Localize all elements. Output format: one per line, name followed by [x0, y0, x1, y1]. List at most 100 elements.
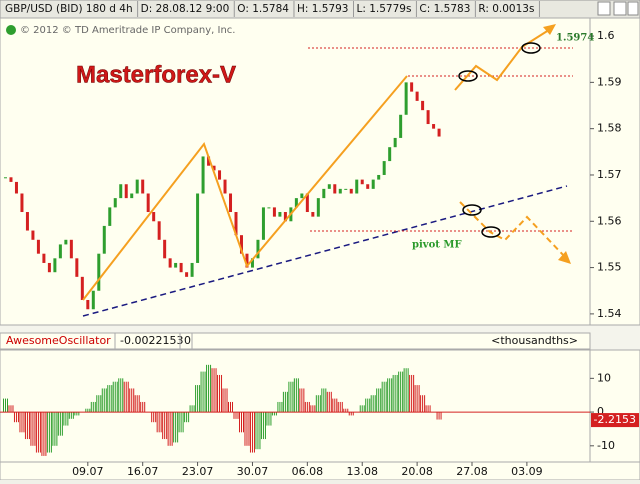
- last-value-box: [591, 413, 639, 428]
- icon[interactable]: [597, 1, 611, 16]
- candle: [338, 188, 342, 194]
- indicator-units: <thousandths>: [491, 334, 578, 347]
- candle: [404, 82, 408, 115]
- indicator-name: AwesomeOscillator: [6, 334, 111, 347]
- candle: [316, 198, 320, 217]
- candle: [119, 184, 123, 199]
- candle: [245, 253, 249, 268]
- indicator-param: 0: [184, 334, 191, 347]
- candle: [344, 188, 348, 190]
- x-tick-label: 03.09: [511, 465, 543, 478]
- candle: [190, 262, 194, 277]
- candle: [168, 258, 172, 268]
- candle: [3, 177, 7, 179]
- candle: [97, 253, 101, 291]
- candle: [212, 165, 216, 171]
- candle: [218, 170, 222, 180]
- candle: [388, 147, 392, 162]
- candle: [9, 177, 13, 182]
- candle: [229, 193, 233, 213]
- candle: [124, 184, 128, 199]
- y-tick-label: 1.55: [597, 261, 622, 274]
- candle: [294, 198, 298, 208]
- candle: [272, 207, 276, 217]
- ellipse: [481, 226, 501, 238]
- candle: [174, 262, 178, 268]
- candle: [141, 179, 145, 194]
- candle: [333, 184, 337, 194]
- candle: [261, 207, 265, 240]
- candle: [371, 179, 375, 189]
- candle: [113, 198, 117, 208]
- candle: [234, 212, 238, 236]
- candle: [146, 193, 150, 213]
- candle: [25, 212, 29, 231]
- title: Masterforex-V: [76, 61, 236, 88]
- forecast-up: [454, 27, 553, 91]
- candle: [355, 179, 359, 194]
- annotation: pivot MF: [412, 240, 462, 251]
- copyright: © 2012 © TD Ameritrade IP Company, Inc.: [20, 25, 236, 36]
- drawings: 1.5974 pivot MF Masterforex-V: [76, 24, 594, 317]
- candle: [69, 239, 73, 259]
- candle: [426, 110, 430, 125]
- y-tick-label: 1.6: [597, 29, 615, 42]
- toolbar-item: C: 1.5783: [419, 3, 470, 15]
- status-icon[interactable]: [6, 25, 16, 35]
- x-tick-label: 30.07: [237, 465, 269, 478]
- forecast-down: [459, 201, 567, 259]
- candle: [163, 239, 167, 259]
- candle: [75, 258, 79, 277]
- icon[interactable]: [613, 1, 627, 16]
- candle: [322, 188, 326, 199]
- toolbar-item: R: 0.0013s: [478, 3, 534, 15]
- x-tick-label: 09.07: [72, 465, 104, 478]
- y-tick-label: 1.56: [597, 214, 622, 227]
- zigzag: [82, 75, 408, 301]
- toolbar-item: GBP/USD (BID) 180 d 4h: [5, 3, 133, 15]
- candle: [135, 179, 139, 194]
- candle: [86, 299, 90, 310]
- candle: [256, 239, 260, 259]
- candle: [36, 239, 40, 254]
- candle: [64, 239, 68, 245]
- candle: [382, 161, 386, 175]
- y-tick-label: -10: [597, 439, 615, 452]
- x-tick-label: 13.08: [346, 465, 378, 478]
- candle: [223, 179, 227, 194]
- x-tick-label: 16.07: [127, 465, 159, 478]
- candle: [250, 258, 254, 268]
- marks: 1.54 1.55 1.56 1.57 1.58 1.59 1.6 09.07 16.07 23.…: [0, 29, 639, 478]
- candle: [349, 188, 353, 194]
- candle: [157, 221, 161, 240]
- oscillator-header: [0, 332, 591, 350]
- candle: [14, 181, 18, 194]
- oscillator-plot: [0, 349, 591, 463]
- y-tick-label: 1.57: [597, 168, 622, 181]
- icon[interactable]: [627, 1, 639, 16]
- candle: [415, 91, 419, 101]
- toolbar-cells: GBP/USD (BID) 180 d 4h D: 28.08.12 9:00 O:…: [5, 1, 540, 17]
- candle: [53, 258, 57, 273]
- candle: [393, 137, 397, 148]
- trend-line: [82, 185, 568, 317]
- candle: [366, 184, 370, 189]
- candle: [267, 207, 271, 209]
- candle: [102, 225, 106, 254]
- y-tick-label: 1.59: [597, 75, 622, 88]
- y-tick-label: 1.54: [597, 307, 622, 320]
- candle: [108, 207, 112, 226]
- x-tick-label: 27.08: [456, 465, 488, 478]
- candle: [20, 193, 24, 213]
- candle: [31, 230, 35, 240]
- ellipse: [458, 70, 478, 82]
- candle: [58, 244, 62, 259]
- candle: [196, 193, 200, 263]
- toolbar-item: L: 1.5779s: [356, 3, 411, 15]
- candle: [80, 276, 84, 300]
- candle: [185, 272, 189, 277]
- candle: [47, 262, 51, 273]
- candle: [360, 179, 364, 185]
